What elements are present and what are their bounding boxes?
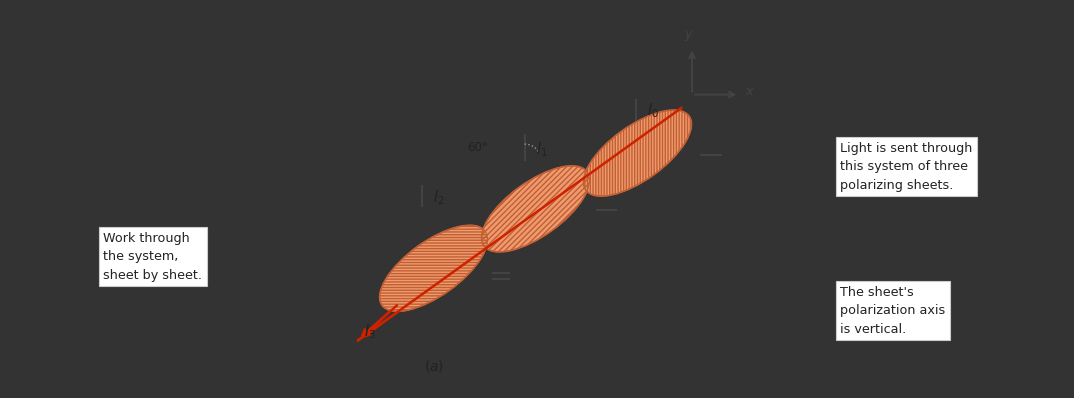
Text: The sheet's
polarization axis
is vertical.: The sheet's polarization axis is vertica… xyxy=(840,286,945,336)
Text: x: x xyxy=(745,86,753,98)
Text: $I_3$: $I_3$ xyxy=(364,322,376,341)
Text: Work through
the system,
sheet by sheet.: Work through the system, sheet by sheet. xyxy=(103,232,202,282)
Text: $I_0$: $I_0$ xyxy=(647,101,658,120)
Text: $I_2$: $I_2$ xyxy=(433,188,445,207)
Ellipse shape xyxy=(481,166,590,252)
Text: $I_1$: $I_1$ xyxy=(536,140,548,159)
Text: Light is sent through
this system of three
polarizing sheets.: Light is sent through this system of thr… xyxy=(840,142,973,191)
Ellipse shape xyxy=(380,225,488,311)
Text: y: y xyxy=(685,27,692,41)
Text: 60°: 60° xyxy=(467,141,489,154)
Text: $(a)$: $(a)$ xyxy=(423,357,444,373)
Ellipse shape xyxy=(583,110,692,196)
